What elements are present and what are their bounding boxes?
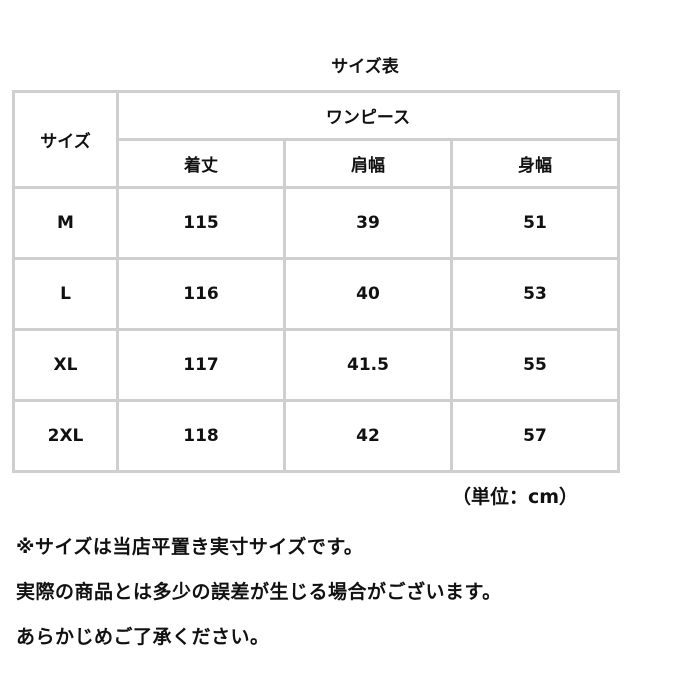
value-cell: 41.5	[283, 328, 453, 402]
value-cell: 39	[283, 186, 453, 260]
column-header-shoulder: 肩幅	[283, 138, 453, 189]
value-cell: 40	[283, 257, 453, 331]
value-cell: 42	[283, 399, 453, 473]
table-row: L 116 40 53	[12, 257, 620, 331]
table-row: M 115 39 51	[12, 186, 620, 260]
unit-label: （単位：cm）	[452, 486, 579, 508]
value-cell: 51	[450, 186, 620, 260]
note-line: あらかじめご了承ください。	[16, 626, 270, 648]
value-cell: 57	[450, 399, 620, 473]
chart-title: サイズ表	[331, 57, 399, 77]
header-row: サイズ ワンピース	[12, 90, 620, 189]
size-cell: XL	[12, 328, 119, 402]
table-row: 2XL 118 42 57	[12, 399, 620, 473]
column-header-row: 着丈 肩幅 身幅	[14, 138, 620, 189]
size-cell: M	[12, 186, 119, 260]
note-line: 実際の商品とは多少の誤差が生じる場合がございます。	[16, 581, 502, 603]
value-cell: 118	[116, 399, 286, 473]
group-header: ワンピース	[116, 90, 620, 141]
column-header-length: 着丈	[116, 138, 286, 189]
value-cell: 116	[116, 257, 286, 331]
value-cell: 117	[116, 328, 286, 402]
note-line: ※サイズは当店平置き実寸サイズです。	[16, 536, 364, 558]
size-table: サイズ ワンピース 着丈 肩幅 身幅 M 115 39 51 L 116 40 …	[12, 90, 620, 473]
size-cell: 2XL	[12, 399, 119, 473]
size-header: サイズ	[12, 90, 119, 189]
size-cell: L	[12, 257, 119, 331]
value-cell: 115	[116, 186, 286, 260]
value-cell: 55	[450, 328, 620, 402]
value-cell: 53	[450, 257, 620, 331]
column-header-width: 身幅	[450, 138, 620, 189]
table-row: XL 117 41.5 55	[12, 328, 620, 402]
